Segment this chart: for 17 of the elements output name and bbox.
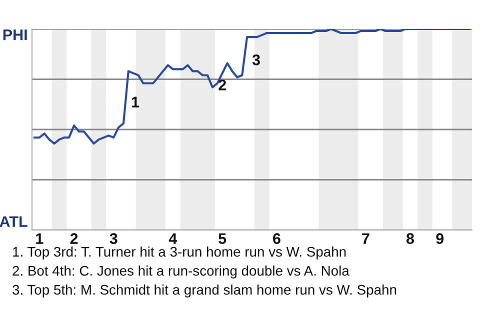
x-tick-label: 5 bbox=[218, 233, 226, 244]
ref-line-label: PHI bbox=[3, 30, 27, 40]
annotation: 3 bbox=[252, 54, 260, 66]
ref-line-label: ATL bbox=[0, 216, 28, 227]
x-tick-label: 3 bbox=[110, 233, 118, 244]
x-tick-label: 6 bbox=[273, 233, 280, 244]
x-tick-label: 1 bbox=[36, 233, 44, 244]
x-tick-label: 4 bbox=[168, 233, 178, 244]
text: 1. Top 3rd: T. Turner hit a 3-run home run vs W. Spahn bbox=[13, 246, 346, 260]
x-tick-label: 8 bbox=[406, 233, 414, 244]
annotation: 1 bbox=[132, 96, 140, 108]
x-tick-label: 7 bbox=[362, 233, 370, 244]
text: 2. Bot 4th: C. Jones hit a run-scoring double vs A. Nola bbox=[12, 266, 350, 278]
text: 3. Top 5th: M. Schmidt hit a grand slam home run vs W. Spahn bbox=[12, 284, 396, 298]
x-tick-label: 9 bbox=[436, 233, 444, 244]
annotation: 2 bbox=[218, 80, 226, 90]
x-tick-label: 2 bbox=[70, 233, 78, 244]
